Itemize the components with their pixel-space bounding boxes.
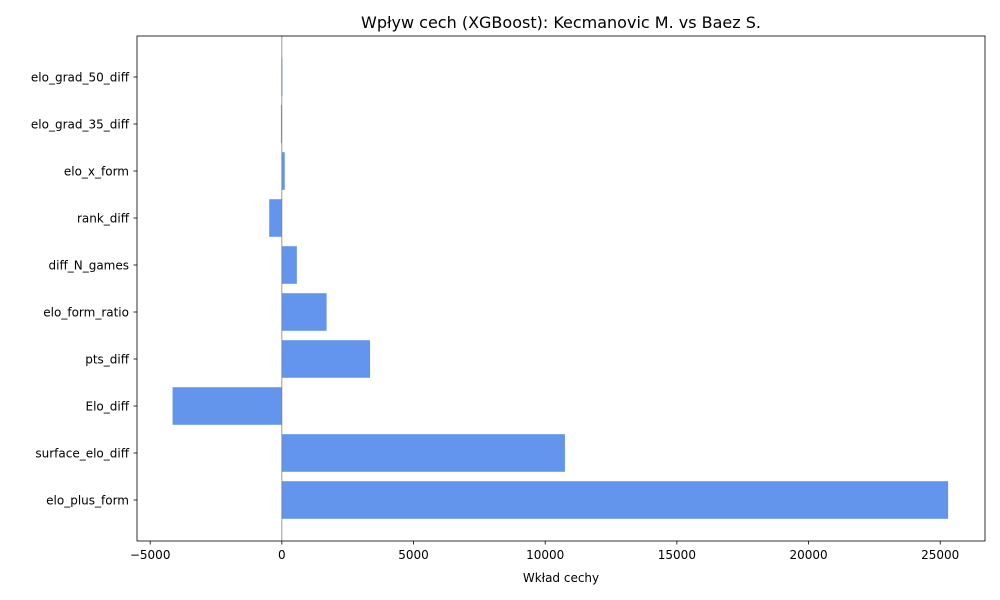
y-tick-label: elo_plus_form [46, 493, 129, 507]
bar-pts_diff [281, 340, 371, 378]
bars-layer [172, 58, 949, 519]
chart-title: Wpływ cech (XGBoost): Kecmanovic M. vs B… [361, 13, 761, 32]
x-axis: −5000 0 5000 10000 15000 20000 25000 [130, 541, 959, 562]
bar-diff_N_games [281, 246, 297, 284]
y-axis: elo_plus_form surface_elo_diff Elo_diff pts… [31, 70, 137, 507]
x-tick-label: 15000 [658, 548, 696, 562]
y-tick-label: rank_diff [77, 211, 130, 225]
bar-elo_plus_form [281, 481, 949, 519]
bar-elo_form_ratio [281, 293, 327, 331]
y-tick-label: diff_N_games [49, 258, 130, 272]
y-tick-label: pts_diff [85, 352, 130, 366]
plot-frame [136, 35, 986, 542]
x-axis-label: Wkład cechy [523, 571, 599, 585]
x-tick-label: 20000 [789, 548, 827, 562]
y-tick-label: elo_x_form [64, 164, 129, 178]
y-tick-label: elo_grad_50_diff [31, 70, 130, 84]
x-tick-label: −5000 [130, 548, 171, 562]
y-tick-label: Elo_diff [86, 399, 130, 413]
bar-elo_grad_35_diff [280, 105, 282, 143]
bar-elo_x_form [281, 152, 285, 190]
x-tick-label: 25000 [921, 548, 959, 562]
bar-Elo_diff [172, 387, 282, 425]
y-tick-label: elo_form_ratio [43, 305, 129, 319]
y-tick-label: elo_grad_35_diff [31, 117, 130, 131]
x-tick-label: 10000 [526, 548, 564, 562]
x-tick-label: 5000 [398, 548, 429, 562]
y-tick-label: surface_elo_diff [35, 446, 129, 460]
x-tick-label: 0 [278, 548, 286, 562]
bar-surface_elo_diff [281, 434, 565, 472]
bar-rank_diff [269, 199, 282, 237]
